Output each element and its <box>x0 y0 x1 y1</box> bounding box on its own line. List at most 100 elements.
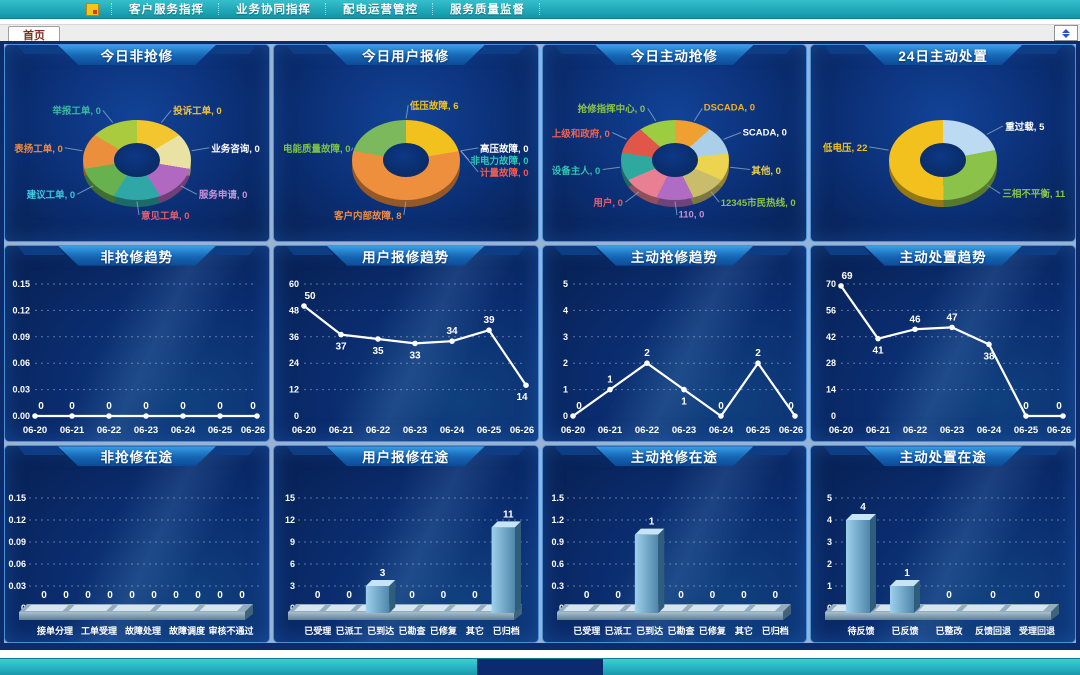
svg-text:06-21: 06-21 <box>60 425 85 436</box>
svg-text:0: 0 <box>69 401 75 412</box>
window-gap-strip <box>0 19 1080 24</box>
svg-text:0: 0 <box>173 590 179 601</box>
bar-chart-active-rush-in-transit[interactable]: 00.30.60.91.21.50010000已受理已派工已到达已勘查已修复其它… <box>543 468 807 642</box>
svg-text:0: 0 <box>678 590 684 601</box>
svg-text:0.03: 0.03 <box>12 384 30 394</box>
donut-chart-today-non-rush-repair[interactable]: 投诉工单, 0 业务咨询, 0 服务申请, 0 意见工单, 0 建议工单, 0 表扬工单,… <box>5 67 269 241</box>
panel-user-repair-trend: 用户报修趋势 0 12 24 36 48 60 50 37 35 33 34 39 14 06-20 06-… <box>272 244 539 443</box>
svg-text:0.3: 0.3 <box>551 581 564 591</box>
svg-text:24: 24 <box>289 358 299 368</box>
svg-text:06-24: 06-24 <box>440 425 465 436</box>
panel-title-banner: 主动处置趋势 <box>811 245 1075 268</box>
panel-today-active-rush-repair: 今日主动抢修 DSCADA, 0 SCADA, 0 其他, 0 12345市民热线, … <box>541 44 808 242</box>
menu-item-distribution-operation-control[interactable]: 配电运营管控 <box>343 4 418 16</box>
panel-title: 今日主动抢修 <box>630 49 718 64</box>
donut-slice-label: 客户内部故障, 8 <box>334 210 402 222</box>
svg-text:0: 0 <box>583 590 589 601</box>
svg-text:0.12: 0.12 <box>12 305 30 315</box>
svg-text:60: 60 <box>289 279 299 289</box>
spinner-up-icon[interactable] <box>1062 28 1070 33</box>
svg-text:0: 0 <box>294 411 299 421</box>
app-logo-icon[interactable] <box>86 2 99 16</box>
svg-text:06-25: 06-25 <box>477 425 502 436</box>
svg-text:06-23: 06-23 <box>134 425 158 436</box>
svg-text:0: 0 <box>250 401 256 412</box>
svg-text:0: 0 <box>562 411 567 421</box>
svg-text:0.09: 0.09 <box>8 537 26 547</box>
panel-today-non-rush-repair: 今日非抢修 投诉工单, 0 业务咨询, 0 服务申请, 0 意见工单, 0 建议工单, … <box>4 44 270 242</box>
spinner-down-icon[interactable] <box>1062 33 1070 38</box>
svg-text:0: 0 <box>41 590 47 601</box>
menu-item-service-quality-supervision[interactable]: 服务质量监督 <box>450 4 525 16</box>
donut-chart-today-user-repair[interactable]: 低压故障, 6 高压故障, 0 非电力故障, 0 计量故障, 0 客户内部故障, 8 电能… <box>274 67 538 241</box>
svg-text:6: 6 <box>290 559 295 569</box>
donut-slice-label: 服务申请, 0 <box>198 190 248 202</box>
svg-text:0: 0 <box>85 590 91 601</box>
svg-text:故障调度: 故障调度 <box>169 625 206 636</box>
donut-chart-24day-active-disposal[interactable]: 重过载, 5 三相不平衡, 11 低电压, 22 <box>811 67 1075 241</box>
bar-chart-user-repair-in-transit[interactable]: 0369121500300011已受理已派工已到达已勘查已修复其它已归档 <box>274 468 538 642</box>
line-chart-active-rush-trend[interactable]: 0 1 2 3 4 5 0 1 2 1 0 2 0 06-20 06-21 06-22 06-23 06-24 06… <box>543 268 807 442</box>
svg-text:41: 41 <box>873 345 885 356</box>
donut-slice-label: 用户, 0 <box>593 198 623 210</box>
svg-text:已勘查: 已勘查 <box>398 625 426 636</box>
svg-text:14: 14 <box>516 392 528 403</box>
svg-text:06-26: 06-26 <box>778 425 802 436</box>
svg-text:1.5: 1.5 <box>551 493 564 503</box>
svg-text:3: 3 <box>290 581 295 591</box>
donut-slice-label: 重过载, 5 <box>1005 121 1045 133</box>
donut-slice-label: 表扬工单, 0 <box>14 143 63 155</box>
svg-text:0: 0 <box>217 401 223 412</box>
line-chart-user-repair-trend[interactable]: 0 12 24 36 48 60 50 37 35 33 34 39 14 06-20 06-21 06-22… <box>274 268 538 442</box>
svg-text:0: 0 <box>143 401 149 412</box>
svg-text:0: 0 <box>106 401 112 412</box>
bar-chart-non-rush-in-transit[interactable]: 00.030.060.090.120.150000000000接单分理工单受理故… <box>5 468 269 642</box>
svg-text:1: 1 <box>681 396 687 407</box>
svg-text:1: 1 <box>648 517 654 528</box>
line-chart-active-disposal-trend[interactable]: 0 14 28 42 56 70 69 41 46 47 38 0 0 06-20 06-21 06-22 06… <box>811 268 1075 442</box>
menu-item-customer-service-command[interactable]: 客户服务指挥 <box>129 4 204 16</box>
svg-text:1.2: 1.2 <box>551 515 564 525</box>
svg-text:06-24: 06-24 <box>171 425 196 436</box>
svg-text:已修复: 已修复 <box>430 625 458 636</box>
svg-text:0.12: 0.12 <box>8 515 26 525</box>
panel-title-banner: 用户报修在途 <box>274 446 538 468</box>
dashboard-grid: 今日非抢修 投诉工单, 0 业务咨询, 0 服务申请, 0 意见工单, 0 建议工单, … <box>4 44 1076 643</box>
svg-text:2: 2 <box>644 348 650 359</box>
donut-slice-label: SCADA, 0 <box>742 127 787 138</box>
svg-text:9: 9 <box>290 537 295 547</box>
svg-text:已反馈: 已反馈 <box>892 625 919 636</box>
svg-text:0.6: 0.6 <box>551 559 564 569</box>
svg-text:0: 0 <box>615 590 621 601</box>
donut-chart-today-active-rush-repair[interactable]: DSCADA, 0 SCADA, 0 其他, 0 12345市民热线, 0 110, 0… <box>543 67 807 241</box>
svg-text:0: 0 <box>709 590 715 601</box>
svg-text:3: 3 <box>380 568 386 579</box>
svg-text:1: 1 <box>607 374 613 385</box>
svg-text:接单分理: 接单分理 <box>37 625 73 636</box>
svg-text:06-25: 06-25 <box>745 425 770 436</box>
svg-text:06-23: 06-23 <box>940 425 964 436</box>
panel-active-disposal-trend: 主动处置趋势 0 14 28 42 56 70 69 41 46 47 38 0 0 06-20 06-21… <box>810 244 1076 443</box>
line-chart-non-rush-trend[interactable]: 0.00 0.03 0.06 0.09 0.12 0.15 0 0 0 0 0 0 0 06-20 06-2… <box>5 268 269 442</box>
menu-item-business-collaboration-command[interactable]: 业务协同指挥 <box>236 4 311 16</box>
svg-text:35: 35 <box>372 346 384 357</box>
svg-text:33: 33 <box>409 350 421 361</box>
panel-title-banner: 24日主动处置 <box>811 45 1075 67</box>
tab-home[interactable]: 首页 <box>8 26 60 42</box>
panel-title: 主动抢修在途 <box>630 450 718 466</box>
svg-text:06-20: 06-20 <box>560 425 584 436</box>
svg-text:0.06: 0.06 <box>8 559 26 569</box>
svg-text:14: 14 <box>826 384 836 394</box>
panel-title: 24日主动处置 <box>898 49 988 64</box>
bar-chart-active-disposal-in-transit[interactable]: 01234541000待反馈已反馈已整改反馈回退受理回退 <box>811 468 1075 642</box>
donut-slice-label: 抢修指挥中心, 0 <box>577 104 646 116</box>
panel-active-disposal-in-transit: 主动处置在途 01234541000待反馈已反馈已整改反馈回退受理回退 <box>810 445 1076 643</box>
svg-text:反馈回退: 反馈回退 <box>975 625 1011 636</box>
svg-text:0.15: 0.15 <box>12 279 30 289</box>
panel-title-banner: 主动抢修趋势 <box>543 245 807 268</box>
footer-taskbar-box <box>477 659 603 675</box>
tab-scroll-spinner[interactable] <box>1054 25 1078 41</box>
svg-text:待反馈: 待反馈 <box>848 625 875 636</box>
svg-text:已派工: 已派工 <box>604 626 631 636</box>
